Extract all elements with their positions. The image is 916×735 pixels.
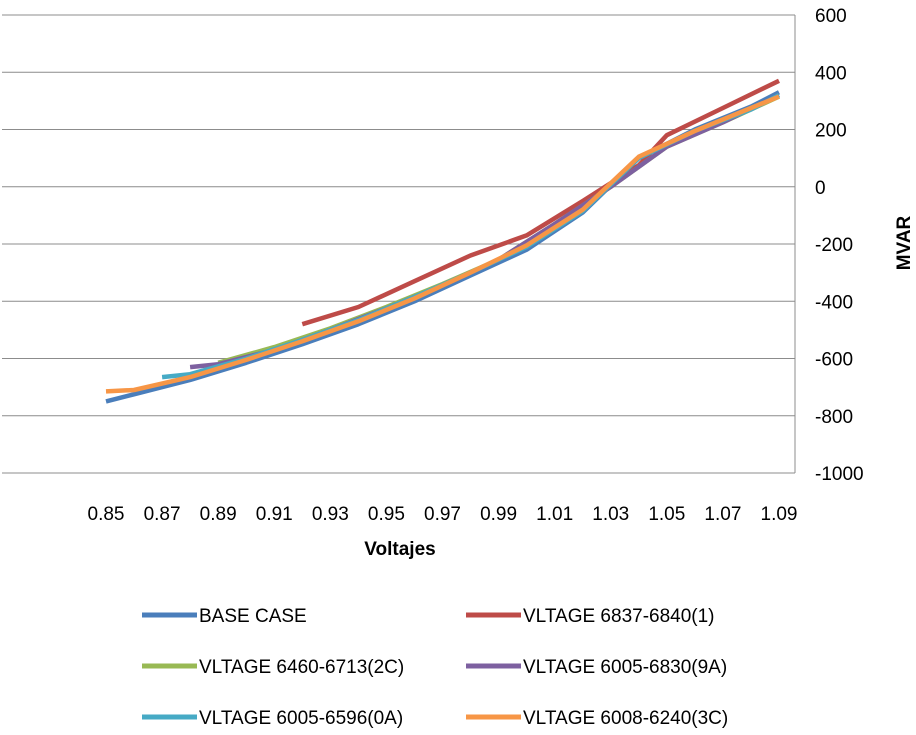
y-tick-label: 0 [815,178,826,199]
x-tick-label: 0.97 [424,504,461,525]
legend-label: VLTAGE 6005-6596(0A) [199,708,403,729]
y-tick-labels: 600 400 200 0 -200 -400 -600 -800 -1000 [815,6,864,485]
x-tick-label: 1.07 [704,504,741,525]
y-axis-title: MVAR [894,215,915,270]
legend-label: VLTAGE 6837-6840(1) [523,606,715,627]
series-line-5 [161,93,781,380]
x-tick-label: 1.09 [761,504,798,525]
x-tick-label: 0.85 [88,504,125,525]
x-tick-label: 0.93 [312,504,349,525]
x-tick-label: 1.01 [536,504,573,525]
series-line-4 [189,93,780,370]
y-tick-label: 200 [815,121,847,142]
series-line-6 [105,94,780,394]
x-tick-label: 0.95 [368,504,405,525]
x-axis-title: Voltajes [364,539,435,560]
y-tick-label: -600 [815,350,853,371]
x-tick-label: 0.99 [480,504,517,525]
y-tick-label: -1000 [815,464,864,485]
legend: BASE CASE VLTAGE 6837-6840(1) VLTAGE 6460-… [142,606,728,729]
y-tick-label: 600 [815,6,847,27]
legend-label: VLTAGE 6460-6713(2C) [199,657,404,678]
series-lines [105,78,781,404]
y-tick-label: 400 [815,63,847,84]
legend-label: BASE CASE [199,606,307,627]
legend-label: VLTAGE 6005-6830(9A) [523,657,727,678]
series-line-2 [301,78,780,327]
x-tick-label: 1.03 [592,504,629,525]
y-tick-label: -800 [815,407,853,428]
x-tick-label: 1.05 [648,504,685,525]
x-tick-label: 0.87 [144,504,181,525]
y-tick-label: -400 [815,292,853,313]
x-tick-label: 0.89 [200,504,237,525]
y-tick-label: -200 [815,235,853,256]
x-tick-label: 0.91 [256,504,293,525]
legend-label: VLTAGE 6008-6240(3C) [523,708,728,729]
gridlines [2,14,796,474]
x-tick-labels: 0.85 0.87 0.89 0.91 0.93 0.95 0.97 0.99 1.01 1.03… [88,504,798,525]
